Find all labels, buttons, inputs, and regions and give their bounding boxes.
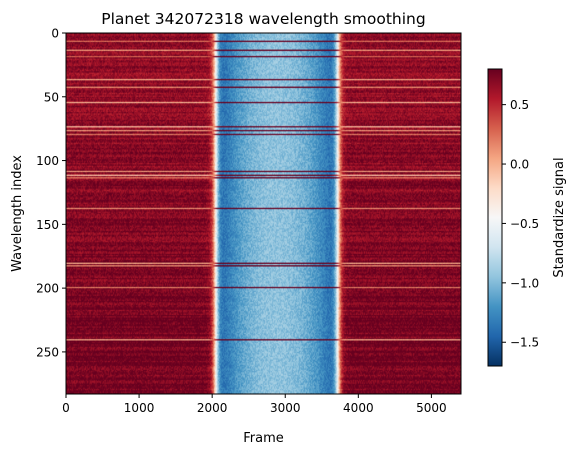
x-tick-label: 3000 [270, 401, 301, 415]
chart-title: Planet 342072318 wavelength smoothing [101, 10, 425, 28]
x-axis-ticks: 0 1000 2000 3000 4000 5000 [62, 394, 447, 415]
x-tick-label: 5000 [416, 401, 447, 415]
colorbar-tick-label: 0.0 [510, 158, 529, 172]
x-tick-label: 4000 [343, 401, 374, 415]
y-tick-label: 0 [51, 27, 59, 41]
y-tick-label: 150 [36, 218, 59, 232]
colorbar-tick-label: −0.5 [510, 217, 539, 231]
colorbar: 0.5 0.0 −0.5 −1.0 −1.5 Standardize signal [487, 68, 567, 367]
colorbar-tick-label: −1.5 [510, 336, 539, 350]
y-tick-label: 100 [36, 154, 59, 168]
heatmap-plot [65, 32, 462, 395]
y-axis-label: Wavelength index [10, 155, 25, 272]
heatmap-image [66, 33, 461, 394]
x-tick-label: 2000 [197, 401, 228, 415]
y-tick-label: 50 [44, 90, 59, 104]
colorbar-label: Standardize signal [552, 157, 567, 277]
y-tick-label: 250 [36, 345, 59, 359]
x-tick-label: 1000 [124, 401, 155, 415]
colorbar-tick-label: −1.0 [510, 276, 539, 290]
colorbar-ticks: 0.5 0.0 −0.5 −1.0 −1.5 [502, 98, 539, 350]
x-axis-label: Frame [243, 431, 284, 446]
y-axis-ticks: 0 50 100 150 200 250 [36, 27, 66, 359]
x-tick-label: 0 [62, 401, 70, 415]
plot-frame [65, 32, 462, 395]
y-tick-label: 200 [36, 282, 59, 296]
colorbar-gradient [487, 68, 503, 367]
colorbar-tick-label: 0.5 [510, 98, 529, 112]
